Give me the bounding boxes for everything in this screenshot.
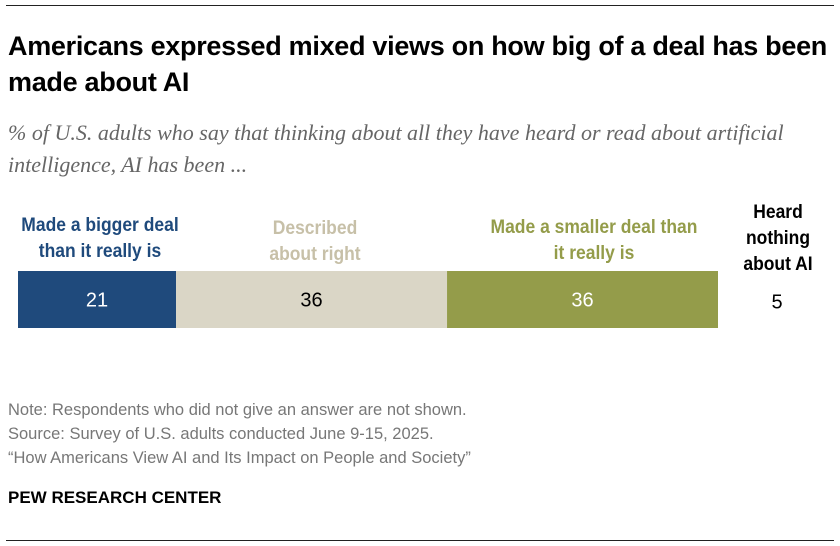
note-text: Note: Respondents who did not give an an… bbox=[8, 401, 467, 419]
bar-segment bbox=[447, 271, 718, 328]
data-label: 36 bbox=[300, 290, 322, 312]
chart-title: Americans expressed mixed views on how b… bbox=[8, 31, 827, 97]
category-label-bigger-deal: Made a bigger deal than it really is bbox=[21, 215, 179, 262]
brand-logo-text: PEW RESEARCH CENTER bbox=[8, 488, 222, 507]
source-text: Source: Survey of U.S. adults conducted … bbox=[8, 425, 434, 443]
bottom-rule bbox=[6, 540, 834, 541]
top-rule bbox=[6, 5, 834, 6]
report-title-text: “How Americans View AI and Its Impact on… bbox=[8, 449, 471, 467]
category-label-heard-nothing: Heard nothing about AI bbox=[743, 202, 813, 275]
category-label-about-right: Described about right bbox=[269, 218, 361, 265]
bar-segment bbox=[176, 271, 448, 328]
data-label-heard-nothing: 5 bbox=[771, 292, 782, 314]
chart-subtitle: % of U.S. adults who say that thinking a… bbox=[8, 120, 784, 177]
data-label: 36 bbox=[571, 290, 593, 312]
data-label: 21 bbox=[86, 290, 108, 312]
category-label-smaller-deal: Made a smaller deal than it really is bbox=[490, 217, 698, 264]
bar-segment bbox=[18, 271, 177, 328]
notes: Note: Respondents who did not give an an… bbox=[8, 398, 471, 470]
